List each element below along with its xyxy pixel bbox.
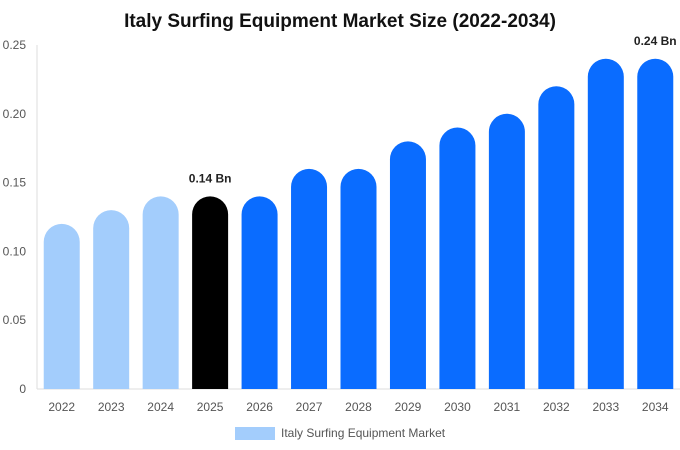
y-tick-label: 0.10 [3,244,27,258]
bar-2029[interactable] [389,141,426,389]
chart-title: Italy Surfing Equipment Market Size (202… [124,11,556,32]
bar-2023[interactable] [93,210,130,389]
bar-2028[interactable] [340,168,377,389]
y-tick-label: 0 [19,382,26,396]
x-tick-label: 2027 [296,400,323,414]
data-label: 0.14 Bn [189,171,232,185]
bars [43,58,674,390]
bar-2024[interactable] [142,196,179,389]
y-tick-label: 0.05 [3,313,27,327]
x-tick-label: 2024 [147,400,174,414]
data-labels: 0.14 Bn 0.24 Bn [189,34,677,186]
legend-label: Italy Surfing Equipment Market [281,426,446,440]
x-tick-label: 2032 [543,400,570,414]
bar-2026[interactable] [241,196,278,389]
x-tick-label: 2026 [246,400,273,414]
x-tick-label: 2022 [48,400,75,414]
x-tick-label: 2025 [197,400,224,414]
bar-2031[interactable] [488,113,525,389]
x-tick-label: 2030 [444,400,471,414]
bar-2033[interactable] [587,58,624,389]
x-tick-label: 2031 [494,400,521,414]
data-label: 0.24 Bn [634,34,677,48]
bar-2027[interactable] [291,168,328,389]
y-tick-label: 0.25 [3,38,27,52]
legend[interactable]: Italy Surfing Equipment Market [235,426,446,440]
x-tick-label: 2023 [98,400,125,414]
x-tick-label: 2029 [395,400,422,414]
bar-2034[interactable] [637,58,674,389]
bar-2030[interactable] [439,127,476,390]
x-tick-label: 2034 [642,400,669,414]
y-tick-label: 0.20 [3,107,27,121]
bar-2025[interactable] [192,196,229,389]
bar-2032[interactable] [538,86,575,390]
x-tick-label: 2028 [345,400,372,414]
y-tick-label: 0.15 [3,176,27,190]
x-tick-label: 2033 [592,400,619,414]
axes: 0 0.05 0.10 0.15 0.20 0.25 2022 2023 2024 2025 202… [3,38,680,414]
legend-swatch [235,427,275,440]
bar-2022[interactable] [43,223,80,389]
